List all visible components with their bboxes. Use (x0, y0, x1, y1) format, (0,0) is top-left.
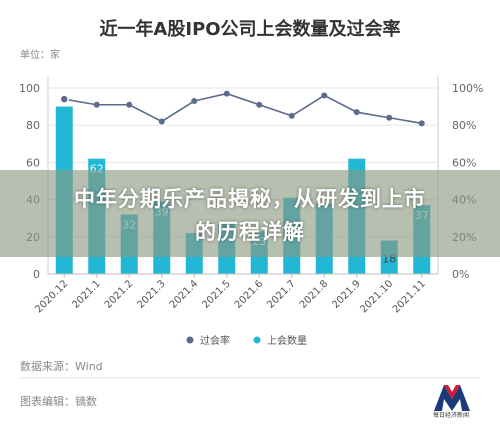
x-tick-label: 2021.3 (135, 278, 168, 311)
y-right-tick-label: 100% (452, 82, 483, 95)
rate-point (321, 92, 328, 99)
overlay-headline-line1: 中年分期乐产品揭秘，从研发到上市 (74, 187, 426, 211)
rate-point (256, 101, 263, 108)
legend-count-label: 上会数量 (267, 334, 307, 347)
nbd-logo (434, 385, 470, 411)
x-tick-label: 2021.8 (298, 278, 331, 311)
x-tick-label: 2021.4 (168, 278, 201, 311)
rate-point (93, 101, 100, 108)
rate-point (223, 90, 230, 97)
rate-point (288, 112, 295, 119)
rate-point (353, 109, 360, 116)
x-tick-label: 2021.11 (391, 278, 428, 315)
rate-point (191, 98, 198, 105)
y-right-tick-label: 0% (452, 268, 469, 281)
x-tick-label: 2021.1 (70, 278, 103, 311)
legend-count-swatch (253, 336, 261, 344)
x-tick-label: 2021.2 (103, 278, 136, 311)
x-tick-label: 2020.12 (33, 278, 70, 315)
y-left-tick-label: 0 (33, 268, 40, 281)
source-note: 数据来源：Wind (20, 360, 103, 373)
y-right-tick-label: 80% (452, 119, 476, 132)
rate-point (386, 114, 393, 121)
logo-text: 每日经济新闻 (432, 412, 469, 419)
x-tick-labels: 2020.12 2021.1 2021.2 2021.3 2021.4 2021.5 202… (33, 278, 428, 315)
rate-point (418, 120, 425, 127)
chart-title: 近一年A股IPO公司上会数量及过会率 (99, 18, 400, 40)
editor-note: 图表编辑：镝数 (20, 395, 97, 408)
rate-point (59, 94, 69, 104)
logo-mark-red (444, 385, 460, 399)
rate-series-line (64, 92, 422, 125)
legend-rate-label: 过会率 (200, 334, 230, 347)
legend-rate-swatch (186, 336, 194, 344)
rate-point (126, 101, 133, 108)
unit-label: 单位：家 (20, 48, 60, 61)
x-tick-label: 2021.6 (233, 278, 266, 311)
logo-mark-navy (434, 385, 470, 411)
rate-line (59, 90, 425, 127)
x-tick-label: 2021.10 (358, 278, 395, 315)
overlay-headline-line2: 的历程详解 (195, 220, 305, 244)
x-tick-label: 2021.7 (265, 278, 298, 311)
y-left-tick-label: 80 (26, 119, 40, 132)
rate-point (158, 118, 165, 125)
legend: 过会率 上会数量 (186, 334, 307, 347)
y-right-tick-label: 60% (452, 156, 476, 169)
y-left-tick-label: 60 (26, 156, 40, 169)
x-tick-label: 2021.5 (200, 278, 233, 311)
y-left-tick-label: 100 (19, 82, 40, 95)
overlay-banner (0, 170, 500, 257)
x-tick-label: 2021.9 (330, 278, 363, 311)
